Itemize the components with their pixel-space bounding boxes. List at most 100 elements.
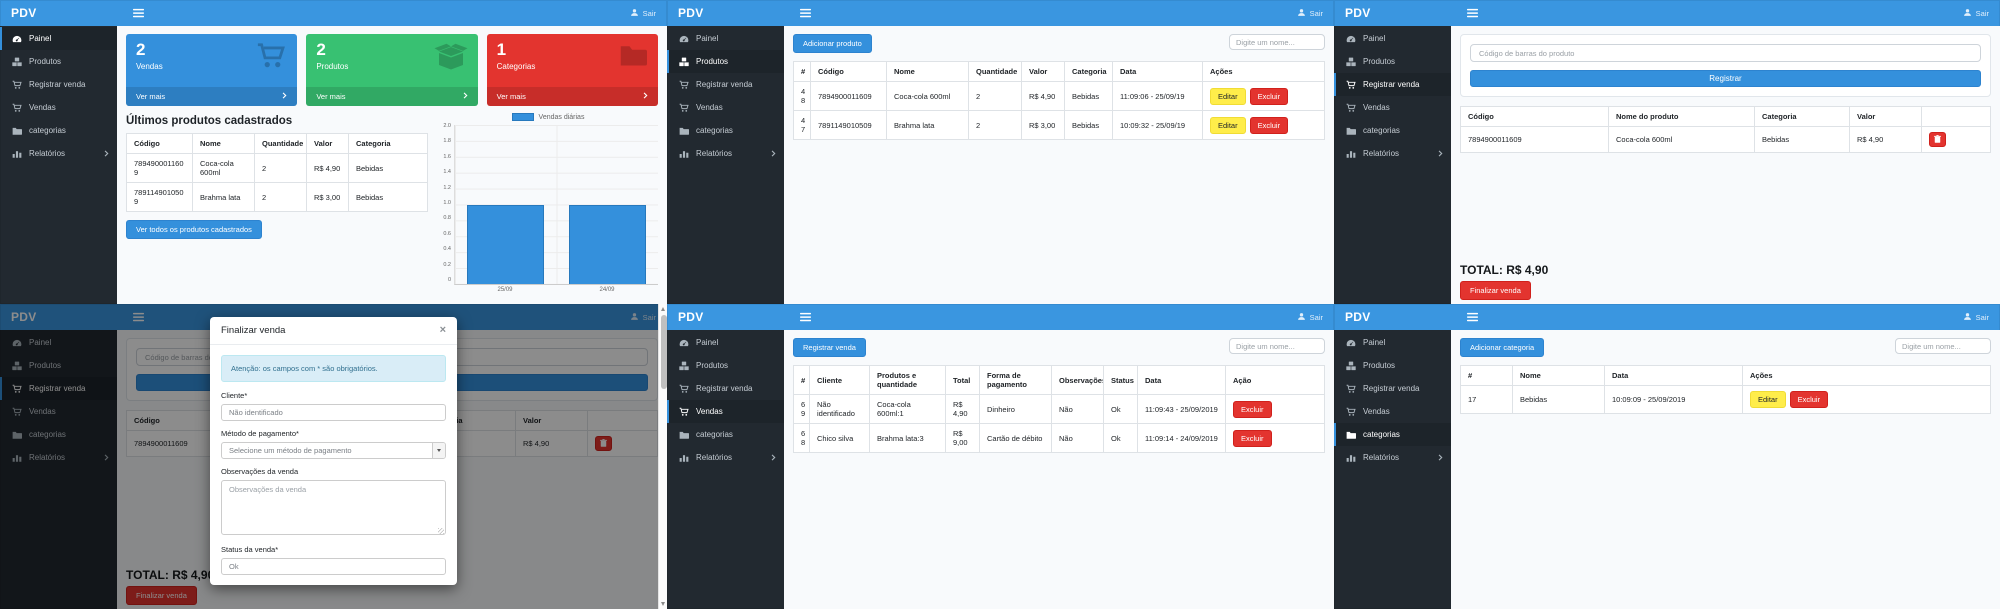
sidebar-item-painel[interactable]: Painel bbox=[1334, 27, 1451, 50]
see-more-sales-link[interactable]: Ver mais bbox=[126, 87, 298, 106]
brand: PDV bbox=[11, 6, 37, 20]
sidebar-item-relatorios[interactable]: Relatórios bbox=[667, 142, 784, 165]
chevron-right-icon bbox=[643, 92, 648, 101]
hamburger-menu-icon[interactable] bbox=[1467, 312, 1478, 322]
sales-table: # Cliente Produtos e quantidade Total Fo… bbox=[793, 365, 1325, 453]
client-label: Cliente* bbox=[221, 391, 248, 400]
delete-button[interactable]: Excluir bbox=[1233, 429, 1272, 447]
sidebar-item-categorias[interactable]: categorias bbox=[1334, 119, 1451, 142]
cart-icon bbox=[1345, 384, 1356, 394]
finish-sale-button[interactable]: Finalizar venda bbox=[1460, 281, 1531, 300]
hamburger-menu-icon[interactable] bbox=[133, 8, 144, 18]
hamburger-menu-icon[interactable] bbox=[800, 8, 811, 18]
chevron-right-icon bbox=[463, 92, 468, 101]
chevron-right-icon bbox=[104, 454, 109, 461]
hamburger-menu-icon[interactable] bbox=[133, 312, 144, 322]
sidebar-item-registrar-venda[interactable]: Registrar venda bbox=[667, 73, 784, 96]
add-category-button[interactable]: Adicionar categoria bbox=[1460, 338, 1545, 357]
sidebar-item-vendas[interactable]: Vendas bbox=[1334, 96, 1451, 119]
observations-label: Observações da venda bbox=[221, 467, 299, 476]
add-product-button[interactable]: Adicionar produto bbox=[793, 34, 872, 53]
edit-button[interactable]: Editar bbox=[1210, 116, 1246, 134]
gauge-icon bbox=[1345, 338, 1356, 348]
folder-icon bbox=[678, 126, 689, 136]
sidebar-item-categorias[interactable]: categorias bbox=[0, 423, 117, 446]
sidebar-item-relatorios[interactable]: Relatórios bbox=[1334, 446, 1451, 469]
edit-button[interactable]: Editar bbox=[1750, 391, 1786, 408]
sidebar-item-painel[interactable]: Painel bbox=[667, 331, 784, 354]
sidebar-item-relatorios[interactable]: Relatórios bbox=[0, 446, 117, 469]
sidebar-item-painel[interactable]: Painel bbox=[0, 331, 117, 354]
sidebar-item-categorias[interactable]: categorias bbox=[1334, 423, 1451, 446]
sidebar-item-painel[interactable]: Painel bbox=[667, 27, 784, 50]
sidebar-item-registrar-venda[interactable]: Registrar venda bbox=[1334, 73, 1451, 96]
register-sale-button[interactable]: Registrar venda bbox=[793, 338, 866, 357]
scroll-up-arrow[interactable] bbox=[661, 307, 665, 311]
categories-table: # Nome Data Ações 17 Bebidas 10:09:09 - … bbox=[1460, 365, 1991, 414]
sidebar-item-registrar-venda[interactable]: Registrar venda bbox=[667, 377, 784, 400]
sidebar-item-vendas[interactable]: Vendas bbox=[667, 400, 784, 423]
search-input[interactable] bbox=[1895, 338, 1991, 354]
hamburger-menu-icon[interactable] bbox=[800, 312, 811, 322]
remove-item-button[interactable] bbox=[595, 436, 612, 451]
sidebar-item-produtos[interactable]: Produtos bbox=[1334, 50, 1451, 73]
sidebar-item-relatorios[interactable]: Relatórios bbox=[667, 446, 784, 469]
see-more-categories-link[interactable]: Ver mais bbox=[486, 87, 658, 106]
logout-link[interactable]: Sair bbox=[1963, 312, 1989, 323]
register-button[interactable]: Registrar bbox=[1470, 70, 1981, 87]
sidebar-item-vendas[interactable]: Vendas bbox=[0, 96, 117, 119]
sale-observations-textarea[interactable] bbox=[221, 480, 446, 535]
logout-link[interactable]: Sair bbox=[1297, 312, 1323, 323]
sale-status-input[interactable] bbox=[221, 558, 446, 575]
remove-item-button[interactable] bbox=[1929, 132, 1946, 147]
scroll-thumb[interactable] bbox=[660, 315, 667, 389]
sidebar-item-vendas[interactable]: Vendas bbox=[667, 96, 784, 119]
sidebar-item-registrar-venda[interactable]: Registrar venda bbox=[0, 377, 117, 400]
folder-icon bbox=[11, 126, 22, 136]
finish-sale-button[interactable]: Finalizar venda bbox=[126, 586, 197, 605]
sidebar-item-produtos[interactable]: Produtos bbox=[667, 50, 784, 73]
scrollbar[interactable] bbox=[658, 304, 667, 609]
edit-button[interactable]: Editar bbox=[1210, 87, 1246, 105]
delete-button[interactable]: Excluir bbox=[1789, 391, 1829, 408]
sidebar-item-categorias[interactable]: categorias bbox=[0, 119, 117, 142]
sidebar-item-categorias[interactable]: categorias bbox=[667, 423, 784, 446]
logout-link[interactable]: Sair bbox=[630, 312, 656, 323]
scroll-down-arrow[interactable] bbox=[661, 602, 665, 606]
sidebar-item-painel[interactable]: Painel bbox=[1334, 331, 1451, 354]
sidebar-item-categorias[interactable]: categorias bbox=[667, 119, 784, 142]
client-input[interactable] bbox=[221, 404, 446, 421]
search-input[interactable] bbox=[1229, 34, 1325, 50]
sidebar-item-painel[interactable]: Painel bbox=[0, 27, 117, 50]
sidebar-item-registrar-venda[interactable]: Registrar venda bbox=[1334, 377, 1451, 400]
search-input[interactable] bbox=[1229, 338, 1325, 354]
close-icon[interactable]: × bbox=[439, 324, 446, 336]
products-card: 2 Produtos Ver mais bbox=[306, 34, 478, 106]
sidebar-item-relatorios[interactable]: Relatórios bbox=[1334, 142, 1451, 165]
delete-button[interactable]: Excluir bbox=[1249, 116, 1289, 134]
boxes-icon bbox=[678, 57, 689, 67]
see-more-products-link[interactable]: Ver mais bbox=[306, 87, 478, 106]
sidebar-item-vendas[interactable]: Vendas bbox=[0, 400, 117, 423]
sidebar-item-produtos[interactable]: Produtos bbox=[0, 50, 117, 73]
sidebar-item-vendas[interactable]: Vendas bbox=[1334, 400, 1451, 423]
table-row: 7894900011609 Coca-cola 600ml 2 R$ 4,90 … bbox=[126, 153, 428, 183]
chevron-right-icon bbox=[104, 150, 109, 157]
hamburger-menu-icon[interactable] bbox=[1467, 8, 1478, 18]
sidebar-item-produtos[interactable]: Produtos bbox=[1334, 354, 1451, 377]
delete-button[interactable]: Excluir bbox=[1233, 400, 1272, 418]
navbar: PDV Sair bbox=[1334, 304, 2000, 330]
trash-icon bbox=[1934, 134, 1941, 145]
delete-button[interactable]: Excluir bbox=[1249, 87, 1289, 105]
payment-method-select[interactable]: Selecione um método de pagamento bbox=[221, 442, 446, 459]
sidebar-item-registrar-venda[interactable]: Registrar venda bbox=[0, 73, 117, 96]
sidebar-item-relatorios[interactable]: Relatórios bbox=[0, 142, 117, 165]
user-icon bbox=[1297, 312, 1306, 323]
logout-link[interactable]: Sair bbox=[1963, 8, 1989, 19]
barcode-input[interactable] bbox=[1470, 44, 1981, 62]
sidebar-item-produtos[interactable]: Produtos bbox=[667, 354, 784, 377]
logout-link[interactable]: Sair bbox=[630, 8, 656, 19]
see-all-products-button[interactable]: Ver todos os produtos cadastrados bbox=[126, 220, 262, 239]
logout-link[interactable]: Sair bbox=[1297, 8, 1323, 19]
sidebar-item-produtos[interactable]: Produtos bbox=[0, 354, 117, 377]
